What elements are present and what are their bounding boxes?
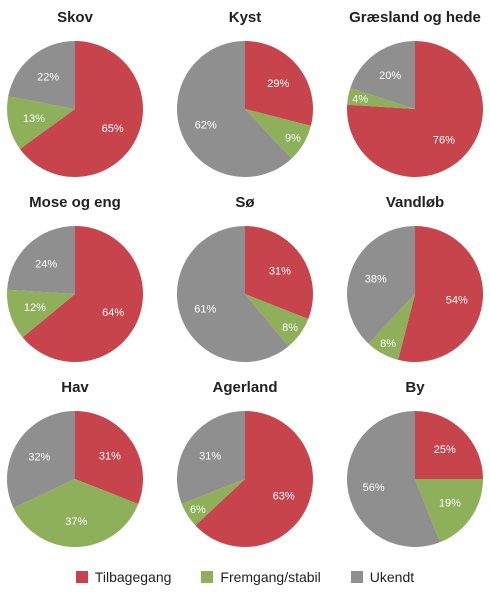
pie-label-vandlob-fremgang: 8% — [380, 338, 396, 350]
legend-item-fremgang: Fremgang/stabil — [201, 569, 321, 585]
pie-label-skov-fremgang: 13% — [23, 113, 45, 125]
pie-title-mose-og-eng: Mose og eng — [29, 194, 121, 211]
pie-label-so-tilbagegang: 31% — [269, 265, 291, 277]
pie-label-kyst-fremgang: 9% — [285, 132, 301, 144]
pie-slice-by-fremgang — [415, 479, 483, 543]
pie-slice-kyst-ukendt — [177, 41, 292, 177]
pie-label-mose-og-eng-tilbagegang: 64% — [102, 307, 124, 319]
pie-label-kyst-tilbagegang: 29% — [267, 78, 289, 90]
pie-slice-mose-og-eng-tilbagegang — [22, 225, 144, 362]
pie-slice-kyst-fremgang — [245, 109, 311, 159]
pie-label-hav-tilbagegang: 31% — [99, 450, 121, 462]
pie-slice-skov-fremgang — [6, 96, 75, 149]
pie-label-kyst-ukendt: 62% — [195, 120, 217, 132]
pie-hav: Hav 31% 37% 32% — [6, 379, 143, 547]
pie-title-so: Sø — [235, 194, 255, 211]
legend-label-ukendt: Ukendt — [369, 569, 415, 585]
legend-label-fremgang: Fremgang/stabil — [220, 569, 321, 585]
pie-kyst: Kyst 29% 9% 62% — [177, 9, 313, 177]
pie-slice-so-ukendt — [176, 226, 289, 363]
pie-slice-kyst-tilbagegang — [245, 41, 313, 126]
pie-slice-hav-tilbagegang — [75, 411, 143, 505]
pie-slice-vandlob-ukendt — [346, 226, 415, 344]
pie-label-by-ukendt: 56% — [363, 482, 385, 494]
pie-title-by: By — [405, 379, 425, 396]
pie-label-agerland-tilbagegang: 63% — [273, 491, 295, 503]
pie-slice-hav-ukendt — [6, 411, 75, 508]
pie-slice-vandlob-fremgang — [368, 294, 415, 360]
pie-label-mose-og-eng-fremgang: 12% — [24, 302, 46, 314]
pie-label-hav-ukendt: 32% — [28, 451, 50, 463]
pie-slice-graesland-og-hede-tilbagegang — [346, 41, 483, 177]
pie-title-kyst: Kyst — [229, 9, 262, 26]
pie-slice-graesland-og-hede-fremgang — [347, 87, 415, 109]
pie-label-mose-og-eng-ukendt: 24% — [35, 258, 57, 270]
pie-title-hav: Hav — [61, 379, 89, 396]
pie-slice-graesland-og-hede-ukendt — [350, 41, 415, 109]
pie-slice-vandlob-tilbagegang — [398, 225, 484, 363]
pie-label-vandlob-tilbagegang: 54% — [446, 294, 468, 306]
legend-item-ukendt: Ukendt — [350, 569, 415, 585]
pie-by: By 25% 19% 56% — [346, 379, 483, 547]
legend-swatch-ukendt — [350, 571, 363, 583]
pie-slice-agerland-fremgang — [181, 479, 245, 526]
pie-label-skov-ukendt: 22% — [37, 72, 59, 84]
pie-slice-by-tilbagegang — [415, 411, 483, 479]
pie-slice-by-ukendt — [346, 411, 441, 547]
pie-label-graesland-og-hede-ukendt: 20% — [379, 70, 401, 82]
pie-title-vandlob: Vandløb — [386, 194, 444, 211]
pie-slice-so-tilbagegang — [245, 226, 313, 320]
legend-label-tilbagegang: Tilbagegang — [94, 569, 172, 585]
pie-vandlob: Vandløb 54% 8% 38% — [346, 194, 484, 363]
pie-label-graesland-og-hede-tilbagegang: 76% — [433, 135, 455, 147]
pie-mose-og-eng: Mose og eng 64% 12% 24% — [6, 194, 144, 362]
pie-label-so-ukendt: 61% — [194, 303, 216, 315]
pie-label-by-tilbagegang: 25% — [434, 444, 456, 456]
legend: Tilbagegang Fremgang/stabil Ukendt — [0, 562, 490, 592]
pie-slice-agerland-ukendt — [177, 411, 245, 505]
pie-slice-so-fremgang — [245, 294, 309, 347]
pie-title-agerland: Agerland — [212, 379, 277, 396]
pie-title-graesland-og-hede: Græsland og hede — [349, 9, 481, 26]
pie-slice-mose-og-eng-fremgang — [6, 289, 76, 338]
pie-agerland: Agerland 63% 6% 31% — [177, 379, 313, 547]
pie-label-so-fremgang: 8% — [282, 322, 298, 334]
legend-swatch-fremgang — [201, 571, 214, 583]
pie-skov: Skov 65% 13% 22% — [6, 9, 144, 177]
pie-slice-skov-tilbagegang — [19, 41, 144, 177]
pie-slice-agerland-tilbagegang — [195, 411, 313, 547]
legend-swatch-tilbagegang — [75, 571, 88, 583]
pie-graesland-og-hede: Græsland og hede 76% 4% 20% — [346, 9, 483, 177]
pie-so: Sø 31% 8% 61% — [176, 194, 313, 363]
pie-slice-hav-fremgang — [13, 479, 139, 547]
pie-label-by-fremgang: 19% — [439, 498, 461, 510]
pie-chart-grid: Skov 65% 13% 22% Kyst 29% 9% 62% Græsland og hed… — [6, 9, 484, 547]
pie-slice-skov-ukendt — [8, 41, 76, 109]
legend-item-tilbagegang: Tilbagegang — [75, 569, 172, 585]
pie-title-skov: Skov — [57, 9, 94, 26]
pie-label-vandlob-ukendt: 38% — [365, 274, 387, 286]
pie-label-agerland-ukendt: 31% — [199, 450, 221, 462]
pie-label-graesland-og-hede-fremgang: 4% — [352, 94, 368, 106]
pie-slice-mose-og-eng-ukendt — [7, 226, 76, 294]
pie-label-agerland-fremgang: 6% — [190, 504, 206, 516]
pie-label-hav-fremgang: 37% — [65, 516, 87, 528]
pie-label-skov-tilbagegang: 65% — [102, 123, 124, 135]
